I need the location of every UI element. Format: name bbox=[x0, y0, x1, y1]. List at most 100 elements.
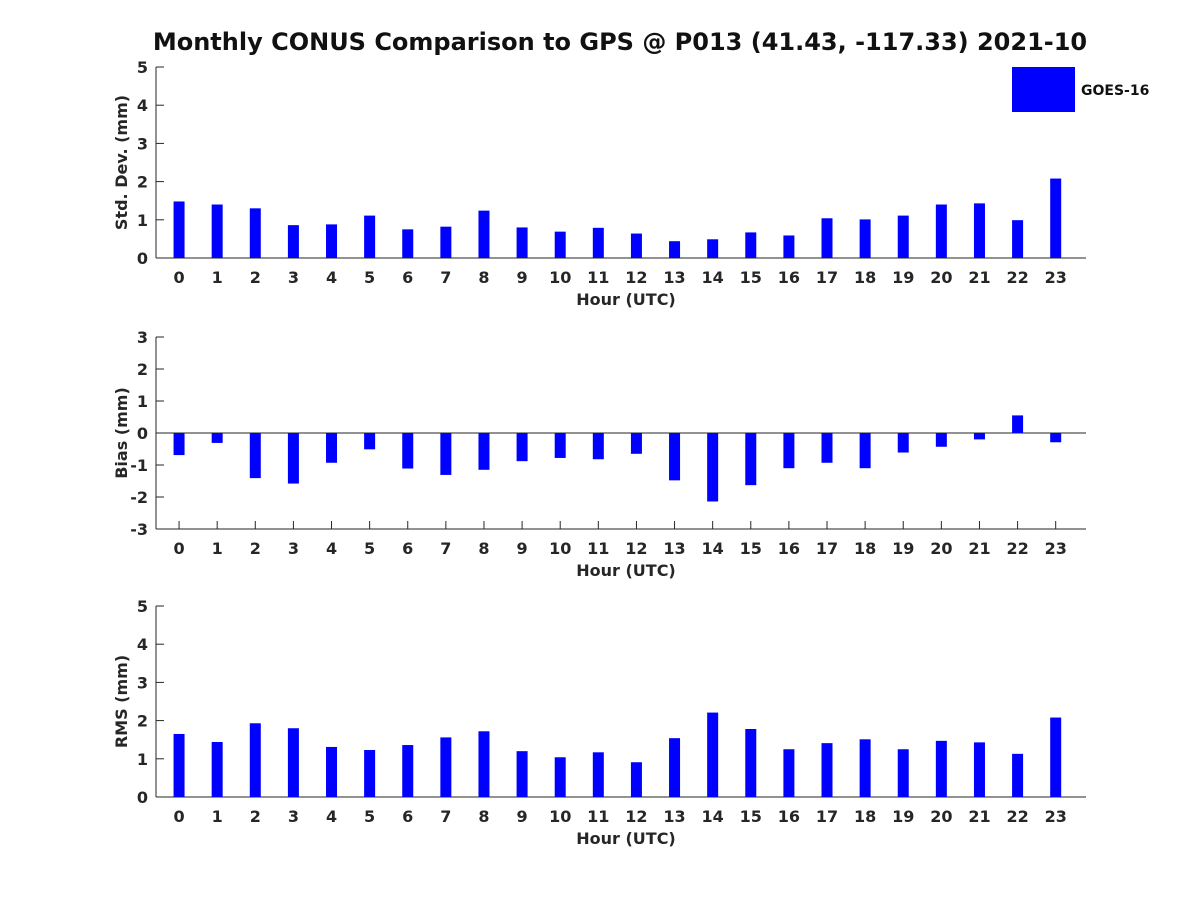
x-tick-label: 3 bbox=[288, 268, 299, 287]
bar-hour-18 bbox=[859, 219, 871, 258]
x-tick-label: 3 bbox=[288, 539, 299, 558]
bar-hour-15 bbox=[745, 729, 757, 797]
x-tick-label: 6 bbox=[402, 539, 413, 558]
x-tick-label: 21 bbox=[968, 268, 990, 287]
x-tick-label: 14 bbox=[702, 807, 724, 826]
y-tick-label: -3 bbox=[130, 520, 148, 539]
x-axis-label: Hour (UTC) bbox=[576, 290, 676, 309]
bar-hour-19 bbox=[897, 215, 909, 258]
bar-hour-12 bbox=[630, 433, 642, 454]
bar-hour-3 bbox=[287, 433, 299, 484]
bar-hour-8 bbox=[478, 210, 490, 258]
bar-hour-1 bbox=[211, 741, 223, 797]
bar-hour-4 bbox=[326, 433, 338, 463]
bar-hour-5 bbox=[364, 433, 376, 450]
bar-hour-17 bbox=[821, 743, 833, 797]
x-tick-label: 5 bbox=[364, 268, 375, 287]
bar-hour-17 bbox=[821, 218, 833, 258]
bar-hour-11 bbox=[592, 433, 604, 460]
bar-hour-14 bbox=[707, 433, 719, 502]
x-axis-label: Hour (UTC) bbox=[576, 829, 676, 848]
x-tick-label: 1 bbox=[212, 268, 223, 287]
x-tick-label: 4 bbox=[326, 539, 337, 558]
x-tick-label: 14 bbox=[702, 268, 724, 287]
bar-hour-15 bbox=[745, 232, 757, 258]
bar-hour-14 bbox=[707, 239, 719, 258]
bar-hour-2 bbox=[249, 433, 261, 479]
x-tick-label: 17 bbox=[816, 807, 838, 826]
bar-hour-7 bbox=[440, 737, 452, 797]
x-tick-label: 8 bbox=[478, 807, 489, 826]
x-tick-label: 19 bbox=[892, 268, 914, 287]
bar-hour-4 bbox=[326, 746, 338, 797]
x-tick-label: 15 bbox=[740, 268, 762, 287]
bar-hour-19 bbox=[897, 433, 909, 453]
x-tick-label: 22 bbox=[1006, 268, 1028, 287]
bar-hour-15 bbox=[745, 433, 757, 486]
x-tick-label: 0 bbox=[173, 539, 184, 558]
x-tick-label: 7 bbox=[440, 539, 451, 558]
bar-hour-8 bbox=[478, 731, 490, 797]
x-tick-label: 14 bbox=[702, 539, 724, 558]
bar-hour-11 bbox=[592, 227, 604, 258]
x-tick-label: 9 bbox=[517, 539, 528, 558]
x-tick-label: 12 bbox=[625, 268, 647, 287]
x-tick-label: 17 bbox=[816, 268, 838, 287]
bar-hour-2 bbox=[249, 208, 261, 258]
x-tick-label: 2 bbox=[250, 807, 261, 826]
bar-hour-4 bbox=[326, 224, 338, 258]
x-tick-label: 18 bbox=[854, 268, 876, 287]
bar-hour-6 bbox=[402, 745, 414, 797]
y-tick-label: 5 bbox=[137, 597, 148, 616]
x-tick-label: 10 bbox=[549, 268, 571, 287]
bar-hour-1 bbox=[211, 433, 223, 443]
y-axis-label: Std. Dev. (mm) bbox=[112, 95, 131, 230]
bar-hour-21 bbox=[973, 203, 985, 258]
y-tick-label: 1 bbox=[137, 392, 148, 411]
bar-hour-20 bbox=[935, 740, 947, 797]
legend-swatch bbox=[1012, 67, 1075, 112]
bar-hour-14 bbox=[707, 712, 719, 797]
y-tick-label: 2 bbox=[137, 360, 148, 379]
y-tick-label: 0 bbox=[137, 424, 148, 443]
bar-hour-7 bbox=[440, 433, 452, 475]
y-tick-label: 1 bbox=[137, 750, 148, 769]
bar-hour-9 bbox=[516, 433, 528, 462]
y-tick-label: 4 bbox=[137, 635, 148, 654]
x-tick-label: 10 bbox=[549, 539, 571, 558]
bar-hour-21 bbox=[973, 433, 985, 440]
bar-hour-8 bbox=[478, 433, 490, 470]
y-tick-label: 3 bbox=[137, 673, 148, 692]
y-tick-label: -2 bbox=[130, 488, 148, 507]
x-tick-label: 19 bbox=[892, 539, 914, 558]
x-tick-label: 10 bbox=[549, 807, 571, 826]
bar-hour-13 bbox=[669, 241, 681, 258]
bar-hour-6 bbox=[402, 433, 414, 469]
bar-hour-9 bbox=[516, 751, 528, 797]
legend: GOES-16 bbox=[1012, 67, 1149, 112]
x-tick-label: 5 bbox=[364, 807, 375, 826]
x-tick-label: 11 bbox=[587, 807, 609, 826]
x-tick-label: 1 bbox=[212, 807, 223, 826]
x-tick-label: 13 bbox=[663, 268, 685, 287]
x-tick-label: 21 bbox=[968, 539, 990, 558]
bar-hour-22 bbox=[1012, 220, 1024, 258]
bar-hour-11 bbox=[592, 752, 604, 797]
x-tick-label: 0 bbox=[173, 268, 184, 287]
x-tick-label: 6 bbox=[402, 807, 413, 826]
y-tick-label: 3 bbox=[137, 328, 148, 347]
x-tick-label: 20 bbox=[930, 807, 952, 826]
x-tick-label: 3 bbox=[288, 807, 299, 826]
x-tick-label: 20 bbox=[930, 539, 952, 558]
chart-title: Monthly CONUS Comparison to GPS @ P013 (… bbox=[152, 28, 1088, 56]
bar-hour-9 bbox=[516, 227, 528, 258]
bar-hour-18 bbox=[859, 433, 871, 469]
x-tick-label: 4 bbox=[326, 807, 337, 826]
bar-hour-0 bbox=[173, 733, 185, 797]
x-tick-label: 8 bbox=[478, 268, 489, 287]
bar-hour-0 bbox=[173, 201, 185, 258]
